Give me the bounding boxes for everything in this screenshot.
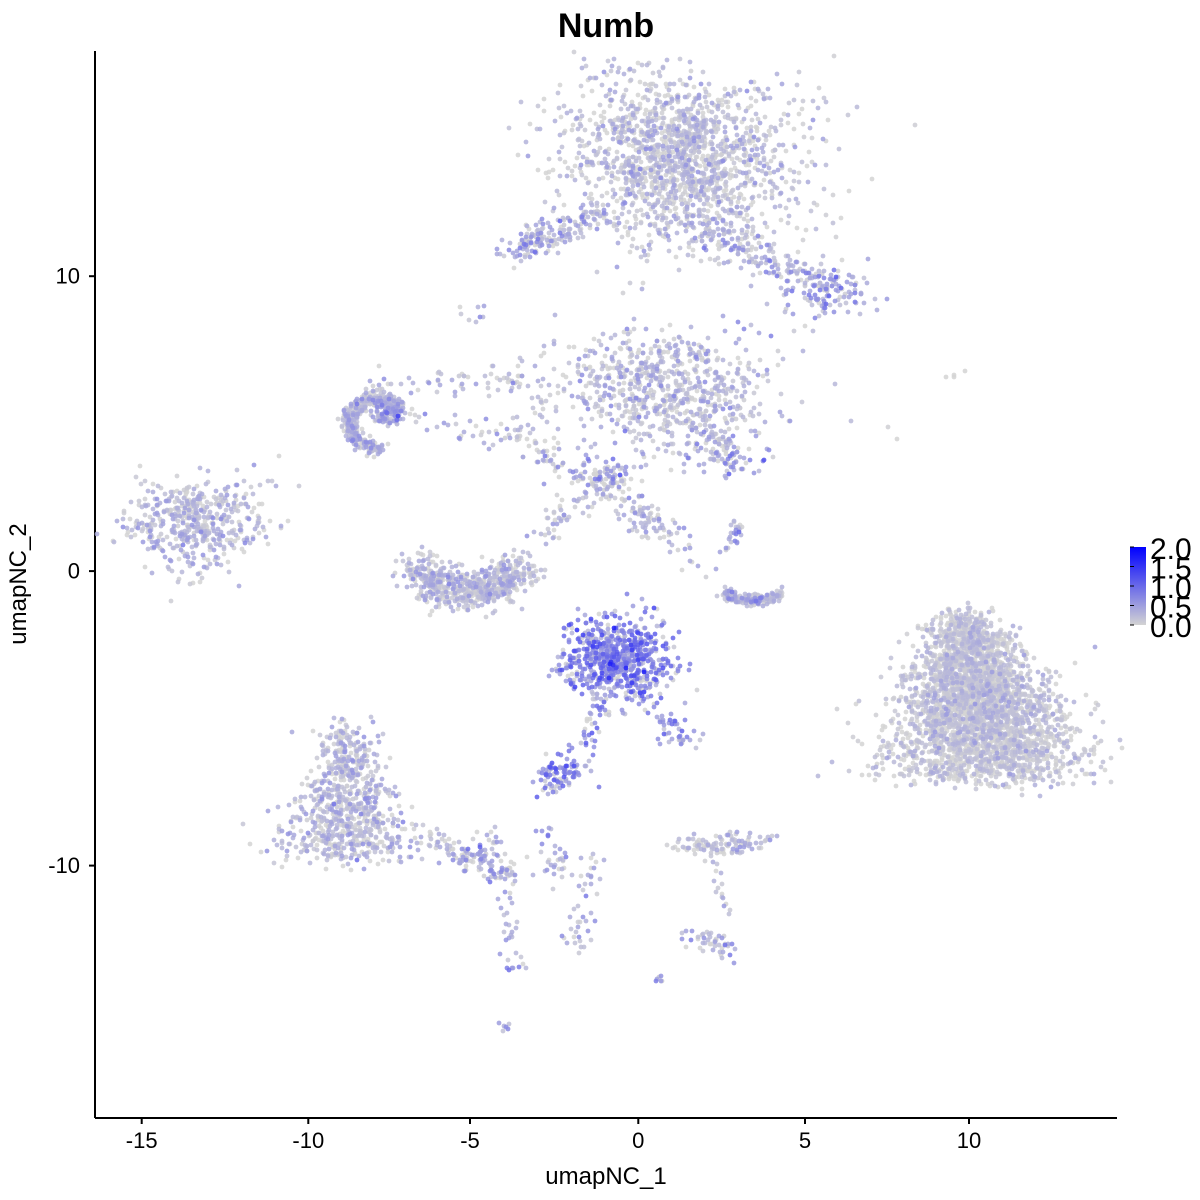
svg-text:Numb: Numb xyxy=(558,7,654,45)
